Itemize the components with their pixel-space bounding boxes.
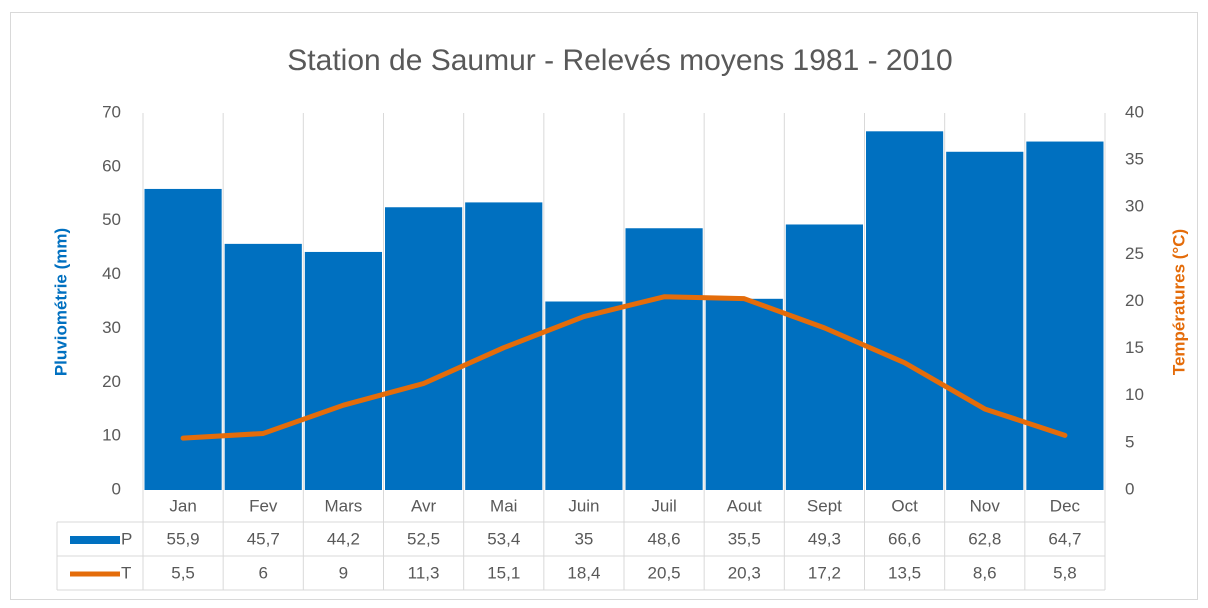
table-value: 11,3 bbox=[408, 563, 440, 582]
x-tick-label: Juil bbox=[651, 496, 677, 515]
y-axis-title: Pluviométrie (mm) bbox=[51, 228, 70, 376]
legend-key bbox=[70, 536, 120, 544]
y2-tick-label: 0 bbox=[1125, 479, 1134, 498]
line bbox=[180, 294, 1068, 441]
x-tick-label: Juin bbox=[568, 496, 599, 515]
bar bbox=[545, 301, 623, 490]
y2-tick-label: 15 bbox=[1125, 338, 1144, 357]
bar bbox=[385, 207, 463, 490]
y-tick-label: 40 bbox=[102, 264, 121, 283]
x-tick-label: Oct bbox=[891, 496, 918, 515]
bar bbox=[304, 251, 382, 490]
table-value: 20,3 bbox=[728, 563, 761, 582]
table-value: 5,5 bbox=[171, 563, 195, 582]
x-tick-label: Aout bbox=[727, 496, 762, 515]
x-tick-label: Nov bbox=[970, 496, 1001, 515]
table-value: 9 bbox=[339, 563, 348, 582]
y-tick-label: 10 bbox=[102, 426, 121, 445]
y2-tick-label: 20 bbox=[1125, 291, 1144, 310]
table-value: 52,5 bbox=[407, 529, 440, 548]
table-value: 17,2 bbox=[808, 563, 841, 582]
y2-tick-label: 40 bbox=[1125, 102, 1144, 121]
y2-tick-label: 30 bbox=[1125, 197, 1144, 216]
y2-tick-label: 35 bbox=[1125, 150, 1144, 169]
table-value: 18,4 bbox=[567, 563, 600, 582]
table-value: 62,8 bbox=[968, 529, 1001, 548]
bar bbox=[705, 298, 783, 490]
bar bbox=[1026, 141, 1104, 490]
legend-label: T bbox=[121, 563, 131, 582]
x-tick-label: Jan bbox=[169, 496, 196, 515]
bar bbox=[224, 243, 302, 490]
table-value: 5,8 bbox=[1053, 563, 1077, 582]
y-tick-label: 50 bbox=[102, 210, 121, 229]
table-value: 15,1 bbox=[487, 563, 520, 582]
table-value: 44,2 bbox=[327, 529, 360, 548]
table-value: 55,9 bbox=[167, 529, 200, 548]
y-tick-label: 20 bbox=[102, 372, 121, 391]
y2-tick-label: 25 bbox=[1125, 244, 1144, 263]
table-value: 8,6 bbox=[973, 563, 997, 582]
bar bbox=[144, 188, 222, 490]
y-tick-label: 70 bbox=[102, 102, 121, 121]
table-value: 66,6 bbox=[888, 529, 921, 548]
x-tick-label: Dec bbox=[1050, 496, 1081, 515]
x-tick-label: Mai bbox=[490, 496, 517, 515]
x-tick-label: Mars bbox=[325, 496, 363, 515]
y-tick-label: 0 bbox=[112, 479, 121, 498]
table-value: 35 bbox=[574, 529, 593, 548]
bar bbox=[866, 131, 944, 490]
y2-axis-title: Températures (°C) bbox=[1169, 229, 1188, 375]
bar bbox=[625, 228, 703, 491]
legend-label: P bbox=[121, 529, 132, 548]
chart-title: Station de Saumur - Relevés moyens 1981 … bbox=[287, 44, 952, 77]
x-tick-label: Avr bbox=[411, 496, 437, 515]
y-tick-label: 60 bbox=[102, 156, 121, 175]
table-value: 6 bbox=[259, 563, 268, 582]
bar bbox=[785, 224, 863, 490]
y2-tick-label: 10 bbox=[1125, 385, 1144, 404]
table-value: 64,7 bbox=[1048, 529, 1081, 548]
bar bbox=[946, 151, 1024, 490]
y-tick-label: 30 bbox=[102, 318, 121, 337]
table-value: 53,4 bbox=[487, 529, 520, 548]
table-value: 45,7 bbox=[247, 529, 280, 548]
table-value: 49,3 bbox=[808, 529, 841, 548]
table-value: 13,5 bbox=[888, 563, 921, 582]
x-tick-label: Sept bbox=[807, 496, 842, 515]
x-tick-label: Fev bbox=[249, 496, 278, 515]
y2-tick-label: 5 bbox=[1125, 432, 1134, 451]
table-value: 35,5 bbox=[728, 529, 761, 548]
table-value: 20,5 bbox=[648, 563, 681, 582]
table-value: 48,6 bbox=[648, 529, 681, 548]
